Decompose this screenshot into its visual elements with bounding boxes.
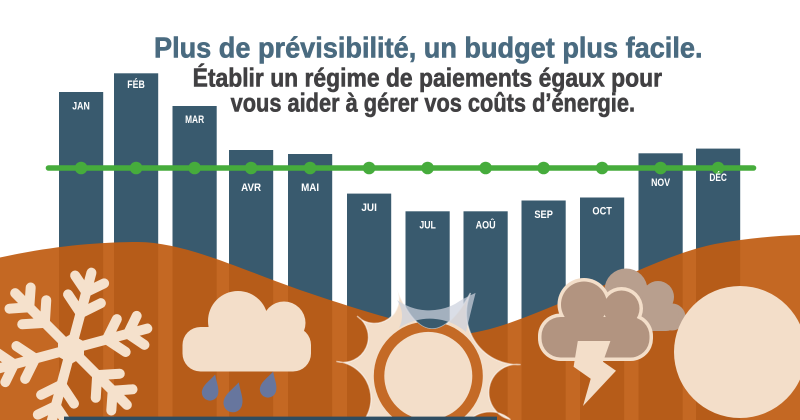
svg-text:MAI: MAI	[301, 182, 319, 194]
svg-text:AOÛ: AOÛ	[476, 219, 496, 232]
svg-text:Établir un régime de paiements: Établir un régime de paiements égaux pou…	[193, 64, 662, 93]
svg-text:vous aider à gérer vos coûts d: vous aider à gérer vos coûts d’énergie.	[231, 90, 635, 118]
svg-text:JUI: JUI	[361, 202, 377, 214]
svg-text:MAR: MAR	[185, 114, 204, 126]
svg-text:OCT: OCT	[592, 206, 612, 218]
svg-text:FÉB: FÉB	[127, 78, 145, 91]
svg-text:SEP: SEP	[534, 209, 553, 221]
svg-text:Plus de prévisibilité, un budg: Plus de prévisibilité, un budget plus fa…	[154, 33, 703, 65]
svg-text:AVR: AVR	[241, 182, 261, 194]
svg-text:JAN: JAN	[72, 101, 90, 113]
svg-text:JUL: JUL	[419, 220, 436, 232]
svg-text:DÉC: DÉC	[709, 171, 727, 184]
svg-text:NOV: NOV	[651, 177, 671, 189]
